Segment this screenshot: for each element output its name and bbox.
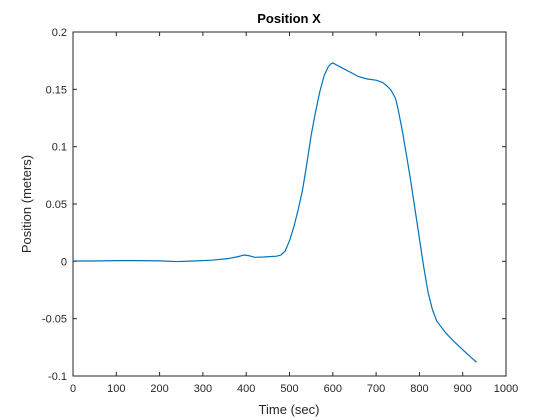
- x-tick-label: 800: [410, 383, 428, 395]
- x-tick-label: 1000: [494, 383, 518, 395]
- x-tick-label: 900: [454, 383, 472, 395]
- x-tick-label: 700: [367, 383, 385, 395]
- y-tick-label: -0.05: [42, 314, 67, 326]
- y-tick-label: 0.1: [52, 142, 67, 154]
- x-tick-label: 0: [70, 383, 76, 395]
- x-tick-label: 100: [107, 383, 125, 395]
- x-tick-label: 300: [194, 383, 212, 395]
- plot-area: 0 100 200 300 400 500 600 700 800 900 1000 -0.1 -0.0…: [42, 27, 518, 395]
- y-tick-label: 0.05: [46, 199, 67, 211]
- x-tick-label: 400: [237, 383, 255, 395]
- y-tick-label: -0.1: [48, 371, 67, 383]
- series-line: [73, 62, 477, 363]
- y-tick-label: 0.15: [46, 84, 67, 96]
- y-axis-title: Position (meters): [19, 155, 34, 253]
- x-axis-title: Time (sec): [259, 402, 320, 417]
- x-tick-label: 600: [324, 383, 342, 395]
- x-tick-label: 500: [280, 383, 298, 395]
- x-tick-label: 200: [150, 383, 168, 395]
- y-tick-label: 0.2: [52, 27, 67, 39]
- y-tick-label: 0: [61, 256, 67, 268]
- chart-title: Position X: [257, 11, 321, 26]
